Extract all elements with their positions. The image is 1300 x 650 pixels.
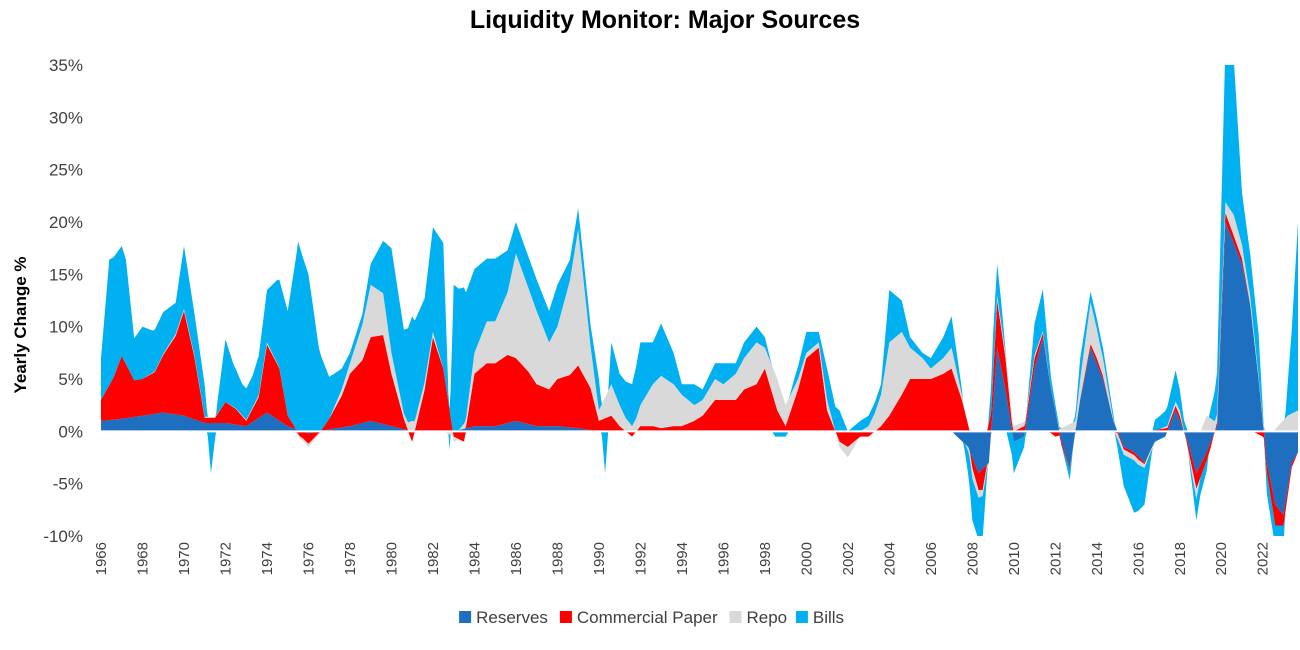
y-tick-label: 35% <box>49 56 83 75</box>
x-tick-label: 2010 <box>1006 542 1023 575</box>
series-area-repo-positive <box>101 202 1298 432</box>
x-tick-label: 1992 <box>632 542 649 575</box>
x-tick-label: 1968 <box>134 542 151 575</box>
series-area-bills-positive <box>101 65 1298 432</box>
chart-title: Liquidity Monitor: Major Sources <box>470 6 860 34</box>
y-axis-label: Yearly Change % <box>11 256 30 393</box>
x-tick-label: 1994 <box>674 542 691 575</box>
x-tick-label: 1970 <box>176 542 193 575</box>
y-tick-label: -5% <box>53 475 83 494</box>
x-tick-label: 2016 <box>1130 542 1147 575</box>
series-layer <box>101 65 1298 536</box>
x-tick-label: 1972 <box>217 542 234 575</box>
legend-label-bills: Bills <box>813 608 844 627</box>
series-area-reserves-positive <box>101 222 1298 432</box>
plot-area <box>101 65 1298 536</box>
x-tick-label: 1974 <box>259 542 276 575</box>
x-tick-label: 1986 <box>508 542 525 575</box>
x-tick-label: 1998 <box>757 542 774 575</box>
series-area-commercial-paper-positive <box>101 212 1298 432</box>
y-tick-label: 5% <box>58 370 83 389</box>
legend-label-repo: Repo <box>747 608 788 627</box>
legend: Reserves Commercial Paper Repo Bills <box>459 608 844 627</box>
x-tick-label: 2000 <box>798 542 815 575</box>
x-tick-label: 2014 <box>1089 542 1106 575</box>
x-tick-label: 1966 <box>93 542 110 575</box>
y-tick-label: 20% <box>49 213 83 232</box>
y-axis: -10% -5% 0% 5% 10% 15% 20% 25% 30% 35% <box>43 56 83 546</box>
x-tick-label: 1988 <box>549 542 566 575</box>
y-tick-label: 30% <box>49 108 83 127</box>
x-tick-label: 2008 <box>964 542 981 575</box>
x-tick-label: 1976 <box>300 542 317 575</box>
x-tick-label: 1982 <box>425 542 442 575</box>
legend-swatch-bills <box>795 611 808 623</box>
y-tick-label: -10% <box>43 527 83 546</box>
x-tick-label: 2012 <box>1047 542 1064 575</box>
x-tick-label: 1978 <box>342 542 359 575</box>
x-tick-label: 2020 <box>1213 542 1230 575</box>
x-tick-label: 2018 <box>1172 542 1189 575</box>
x-tick-label: 1990 <box>591 542 608 575</box>
series-area-bills-negative <box>101 431 1298 536</box>
legend-swatch-commercial-paper <box>559 611 572 623</box>
y-tick-label: 25% <box>49 161 83 180</box>
legend-label-reserves: Reserves <box>476 608 548 627</box>
x-tick-label: 2022 <box>1255 542 1272 575</box>
x-tick-label: 1984 <box>466 542 483 575</box>
y-tick-label: 15% <box>49 265 83 284</box>
x-axis: 1966 1968 1970 1972 1974 1976 1978 1980 1982 1984… <box>93 542 1272 575</box>
x-tick-label: 1996 <box>715 542 732 575</box>
x-tick-label: 1980 <box>383 542 400 575</box>
x-tick-label: 2004 <box>881 542 898 575</box>
legend-label-commercial-paper: Commercial Paper <box>577 608 718 627</box>
legend-swatch-reserves <box>459 611 472 623</box>
x-tick-label: 2002 <box>840 542 857 575</box>
y-tick-label: 0% <box>58 422 83 441</box>
legend-swatch-repo <box>729 611 742 623</box>
y-tick-label: 10% <box>49 318 83 337</box>
x-tick-label: 2006 <box>923 542 940 575</box>
